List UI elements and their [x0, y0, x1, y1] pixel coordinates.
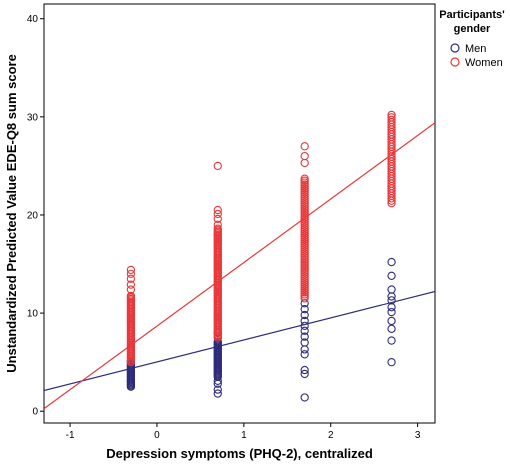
x-tick-label: 1 — [241, 430, 247, 441]
women-point — [387, 113, 396, 122]
men-point — [213, 389, 222, 398]
men-point — [387, 285, 396, 294]
women-point — [300, 151, 309, 161]
women-point — [126, 280, 136, 289]
men-point — [300, 332, 309, 341]
y-tick-label: 10 — [27, 309, 39, 320]
legend-label-women: Women — [465, 57, 503, 69]
x-axis-title: Depression symptoms (PHQ-2), centralized — [106, 446, 373, 461]
y-tick-label: 30 — [27, 112, 39, 123]
women-point — [126, 291, 136, 301]
men-point — [387, 324, 396, 333]
y-axis-ticks: 0 10 20 30 40 — [27, 14, 44, 418]
x-axis-ticks: -1 0 1 2 3 — [66, 423, 421, 441]
women-point — [213, 205, 222, 215]
legend-title-line-2: gender — [454, 23, 491, 35]
women-point — [126, 265, 136, 275]
x-tick-label: 2 — [328, 430, 334, 441]
y-axis-title: Unstandardized Predicted Value EDE-Q8 su… — [4, 54, 19, 373]
men-fit-line — [44, 290, 435, 392]
legend-marker-men — [450, 43, 460, 53]
men-point — [387, 296, 396, 305]
men-point — [213, 379, 222, 388]
women-fit-line — [44, 122, 435, 410]
plot-frame — [43, 3, 436, 424]
men-point — [300, 369, 309, 379]
women-point — [387, 115, 396, 124]
women-point — [126, 285, 136, 294]
men-point — [300, 350, 309, 359]
men-point — [300, 310, 309, 320]
men-point — [387, 358, 396, 367]
men-point — [387, 271, 396, 280]
women-point — [213, 209, 222, 219]
women-point — [300, 158, 309, 168]
men-point — [300, 365, 309, 375]
women-point — [126, 274, 136, 283]
women-point — [213, 214, 222, 224]
men-point — [300, 326, 309, 335]
men-point — [387, 257, 396, 267]
women-point — [213, 161, 222, 171]
y-tick-label: 0 — [32, 407, 38, 418]
x-tick-label: 0 — [154, 430, 160, 441]
women-point — [213, 224, 222, 233]
women-point — [300, 142, 309, 151]
men-point — [387, 307, 396, 317]
men-point — [300, 345, 309, 354]
women-point — [300, 174, 309, 183]
women-point — [126, 269, 136, 278]
points-layer — [126, 110, 396, 402]
women-point — [213, 220, 222, 229]
y-tick-label: 20 — [27, 210, 39, 221]
men-point — [213, 376, 222, 385]
women-point — [387, 110, 396, 120]
men-point — [213, 385, 222, 394]
men-point — [387, 303, 396, 312]
legend: Participants' gender Men Women — [439, 9, 505, 69]
men-point — [300, 338, 309, 347]
x-tick-label: -1 — [66, 430, 75, 441]
men-point — [300, 393, 309, 402]
legend-marker-women — [450, 57, 460, 67]
legend-label-men: Men — [465, 43, 486, 55]
legend-title-line-1: Participants' — [439, 9, 505, 21]
men-point — [387, 336, 396, 345]
men-point — [387, 316, 396, 326]
fit-lines-layer — [44, 122, 435, 410]
y-tick-label: 40 — [27, 14, 39, 25]
x-tick-label: 3 — [415, 430, 421, 441]
men-point — [300, 305, 309, 314]
